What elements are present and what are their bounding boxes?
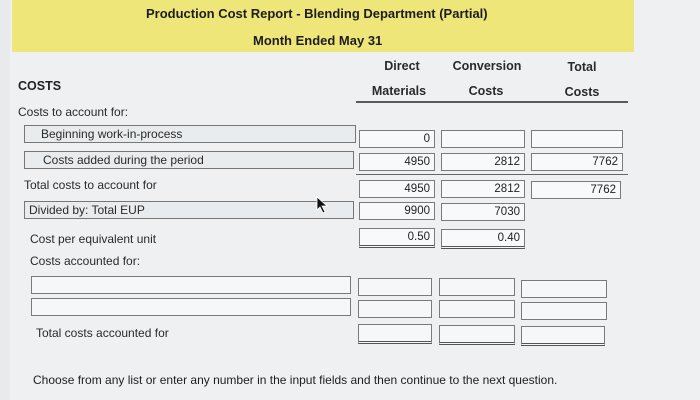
total-accounted-cc-input[interactable] [439,325,515,345]
total-accounted-total-input[interactable] [521,326,605,346]
costs-added-cc-input[interactable]: 2812 [441,153,525,171]
col-conversion-line2: Costs [468,84,504,98]
costs-added-label: Costs added during the period [24,151,354,169]
accounted-row2-total-input[interactable] [521,302,607,320]
col-total-line1: Total [567,60,597,74]
report-period: Month Ended May 31 [253,33,383,48]
accounted-row1-dm-input[interactable] [358,278,432,296]
report-header-band [12,0,634,52]
col-direct-line2: Materials [371,84,427,98]
col-direct-line1: Direct [384,59,420,73]
accounted-row2-dm-input[interactable] [358,300,432,318]
instruction-text: Choose from any list or enter any number… [33,373,558,387]
eup-dm-input[interactable]: 9900 [359,202,435,220]
accounted-row1-select[interactable] [31,276,351,294]
total-costs-cc-input[interactable]: 2812 [441,180,525,198]
eup-cc-input[interactable]: 7030 [441,203,525,221]
accounted-row2-cc-input[interactable] [439,300,515,318]
accounted-row1-total-input[interactable] [521,280,607,298]
cost-per-eu-label: Cost per equivalent unit [30,232,157,246]
divided-by-eup-select[interactable]: Divided by: Total EUP [24,201,354,219]
col-total-line2: Costs [564,85,600,99]
costs-accounted-for-label: Costs accounted for: [30,254,141,268]
accounted-row1-cc-input[interactable] [439,278,515,296]
mouse-pointer-icon [316,196,329,214]
accounted-row2-select[interactable] [31,298,351,316]
total-costs-dm-input[interactable]: 4950 [359,180,435,198]
total-costs-total-input[interactable]: 7762 [531,181,621,199]
costs-added-total-input[interactable]: 7762 [531,153,623,171]
costs-added-dm-input[interactable]: 4950 [359,153,435,171]
col-conversion-line1: Conversion [452,59,522,73]
total-accounted-dm-input[interactable] [358,324,432,344]
cost-per-eu-dm-input[interactable]: 0.50 [359,228,435,248]
beginning-wip-label: Beginning work-in-process [24,125,356,143]
beginning-wip-dm-input[interactable]: 0 [359,130,435,148]
subtotal-rule [356,174,628,175]
beginning-wip-total-input[interactable] [531,130,623,148]
total-costs-to-account-label: Total costs to account for [24,178,157,192]
beginning-wip-cc-input[interactable] [441,130,525,148]
header-underline [356,101,628,103]
cost-per-eu-cc-input[interactable]: 0.40 [441,229,525,249]
costs-to-account-for-label: Costs to account for: [18,105,129,119]
total-costs-accounted-label: Total costs accounted for [36,326,169,340]
costs-heading: COSTS [18,79,62,93]
report-title: Production Cost Report - Blending Depart… [146,6,488,21]
